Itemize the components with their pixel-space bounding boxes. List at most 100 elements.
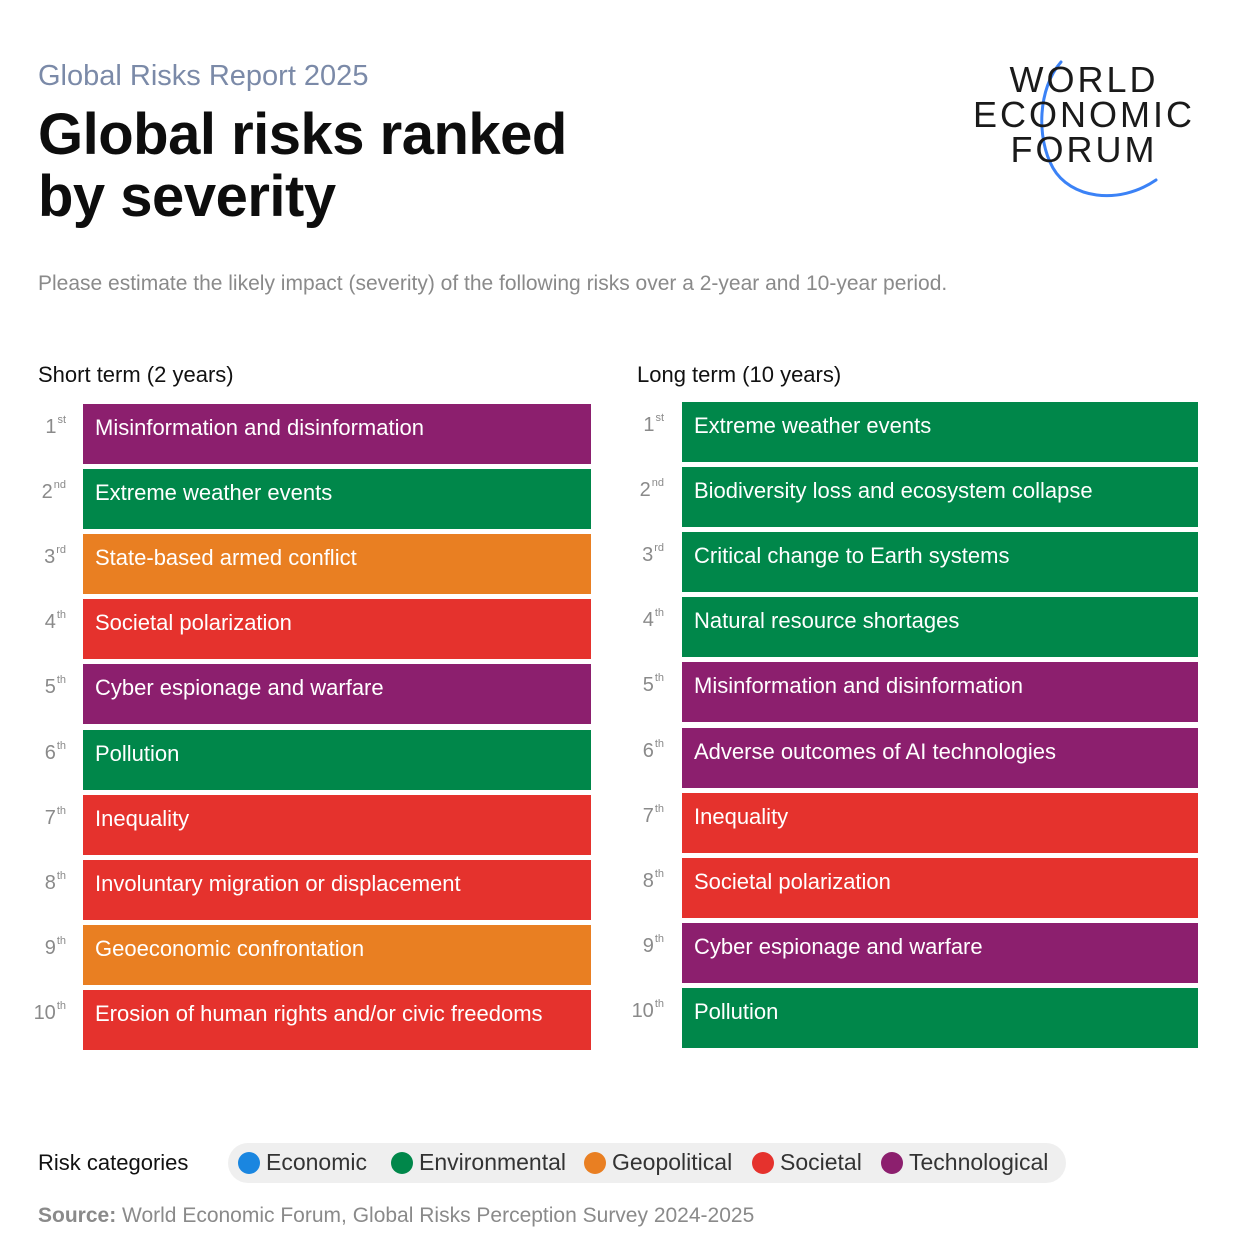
legend-item-societal: Societal	[752, 1149, 862, 1176]
rank-number: 9	[44, 937, 56, 959]
short-term-risk-bar-8: Involuntary migration or displacement	[83, 860, 591, 920]
long-term-rank-1: 1st	[598, 412, 664, 437]
rank-number: 10	[631, 1000, 654, 1022]
chart-subtitle: Please estimate the likely impact (sever…	[38, 272, 948, 295]
legend-item-label: Geopolitical	[612, 1149, 733, 1175]
rank-number: 8	[44, 872, 56, 894]
long-term-rank-8: 8th	[598, 868, 664, 893]
legend-dot-icon	[881, 1151, 903, 1174]
wef-logo-arc	[1040, 60, 1158, 198]
short-term-rank-3: 3rd	[0, 544, 66, 569]
rank-suffix: th	[654, 607, 664, 619]
short-term-rank-7: 7th	[0, 805, 66, 830]
rank-number: 6	[44, 742, 56, 764]
wef-logo-line-3: FORUM	[1010, 129, 1158, 170]
short-term-rank-6: 6th	[0, 740, 66, 765]
rank-suffix: th	[654, 868, 664, 880]
rank-suffix: st	[655, 412, 664, 424]
source-label: Source:	[38, 1204, 117, 1227]
short-term-rank-9: 9th	[0, 935, 66, 960]
long-term-risk-bar-3: Critical change to Earth systems	[682, 532, 1198, 592]
long-term-risk-bar-4: Natural resource shortages	[682, 597, 1198, 657]
legend-item-environmental: Environmental	[391, 1149, 566, 1176]
legend-dot-icon	[752, 1151, 774, 1174]
rank-suffix: th	[56, 805, 66, 817]
rank-number: 1	[643, 414, 655, 436]
rank-suffix: th	[56, 609, 66, 621]
long-term-heading: Long term (10 years)	[637, 362, 842, 387]
page-title: Global risks ranked by severity	[38, 104, 567, 228]
long-term-risk-bar-8: Societal polarization	[682, 858, 1198, 918]
legend-dot-icon	[238, 1151, 260, 1174]
legend-item-label: Technological	[909, 1149, 1049, 1175]
rank-number: 6	[642, 740, 654, 762]
long-term-risk-bar-9: Cyber espionage and warfare	[682, 923, 1198, 983]
legend-item-technological: Technological	[881, 1149, 1048, 1176]
short-term-risk-bar-1: Misinformation and disinformation	[83, 404, 591, 464]
rank-number: 9	[642, 935, 654, 957]
long-term-rank-10: 10th	[598, 998, 664, 1023]
short-term-risk-bar-4: Societal polarization	[83, 599, 591, 659]
rank-number: 4	[44, 611, 56, 633]
short-term-risk-bar-5: Cyber espionage and warfare	[83, 664, 591, 724]
rank-suffix: th	[654, 933, 664, 945]
wef-logo-line-2: ECONOMIC	[973, 94, 1195, 135]
legend	[228, 1143, 1066, 1183]
short-term-rank-5: 5th	[0, 674, 66, 699]
short-term-rank-10: 10th	[0, 1000, 66, 1025]
short-term-rank-2: 2nd	[0, 479, 66, 504]
rank-number: 5	[44, 676, 56, 698]
rank-suffix: nd	[651, 477, 664, 489]
short-term-risk-bar-3: State-based armed conflict	[83, 534, 591, 594]
rank-suffix: nd	[53, 479, 66, 491]
legend-dot-icon	[584, 1151, 606, 1174]
legend-label: Risk categories	[38, 1150, 189, 1175]
rank-suffix: th	[56, 1000, 66, 1012]
rank-suffix: th	[654, 738, 664, 750]
short-term-rank-8: 8th	[0, 870, 66, 895]
legend-item-economic: Economic	[238, 1149, 367, 1176]
rank-suffix: th	[654, 803, 664, 815]
long-term-rank-9: 9th	[598, 933, 664, 958]
rank-number: 3	[44, 546, 56, 568]
long-term-rank-4: 4th	[598, 607, 664, 632]
rank-suffix: th	[56, 740, 66, 752]
rank-number: 1	[45, 416, 57, 438]
rank-number: 2	[639, 479, 651, 501]
long-term-rank-7: 7th	[598, 803, 664, 828]
short-term-risk-bar-7: Inequality	[83, 795, 591, 855]
rank-number: 2	[41, 481, 53, 503]
legend-item-label: Environmental	[419, 1149, 567, 1175]
rank-number: 5	[642, 674, 654, 696]
wef-logo-line-1: WORLD	[1009, 59, 1159, 100]
rank-number: 7	[642, 805, 654, 827]
long-term-rank-2: 2nd	[598, 477, 664, 502]
rank-suffix: th	[56, 870, 66, 882]
rank-suffix: rd	[654, 542, 664, 554]
source-text: World Economic Forum, Global Risks Perce…	[116, 1204, 755, 1227]
rank-number: 8	[642, 870, 654, 892]
rank-suffix: st	[57, 414, 66, 426]
long-term-rank-6: 6th	[598, 738, 664, 763]
short-term-rank-1: 1st	[0, 414, 66, 439]
wef-logo: WORLD ECONOMIC FORUM	[968, 58, 1208, 208]
legend-item-label: Economic	[266, 1149, 367, 1175]
short-term-risk-bar-2: Extreme weather events	[83, 469, 591, 529]
long-term-rank-5: 5th	[598, 672, 664, 697]
short-term-risk-bar-6: Pollution	[83, 730, 591, 790]
rank-number: 10	[33, 1002, 56, 1024]
page-title-line-1: Global risks ranked	[38, 102, 567, 167]
rank-suffix: th	[56, 674, 66, 686]
long-term-risk-bar-1: Extreme weather events	[682, 402, 1198, 462]
short-term-risk-bar-9: Geoeconomic confrontation	[83, 925, 591, 985]
rank-suffix: th	[654, 998, 664, 1010]
long-term-risk-bar-6: Adverse outcomes of AI technologies	[682, 728, 1198, 788]
legend-dot-icon	[391, 1151, 413, 1174]
report-eyebrow: Global Risks Report 2025	[38, 60, 369, 92]
source-note: Source: World Economic Forum, Global Ris…	[38, 1204, 754, 1228]
long-term-risk-bar-7: Inequality	[682, 793, 1198, 853]
page-title-line-2: by severity	[38, 164, 336, 229]
rank-number: 4	[642, 609, 654, 631]
rank-suffix: th	[654, 672, 664, 684]
wef-logo-arc-icon	[1040, 60, 1158, 198]
